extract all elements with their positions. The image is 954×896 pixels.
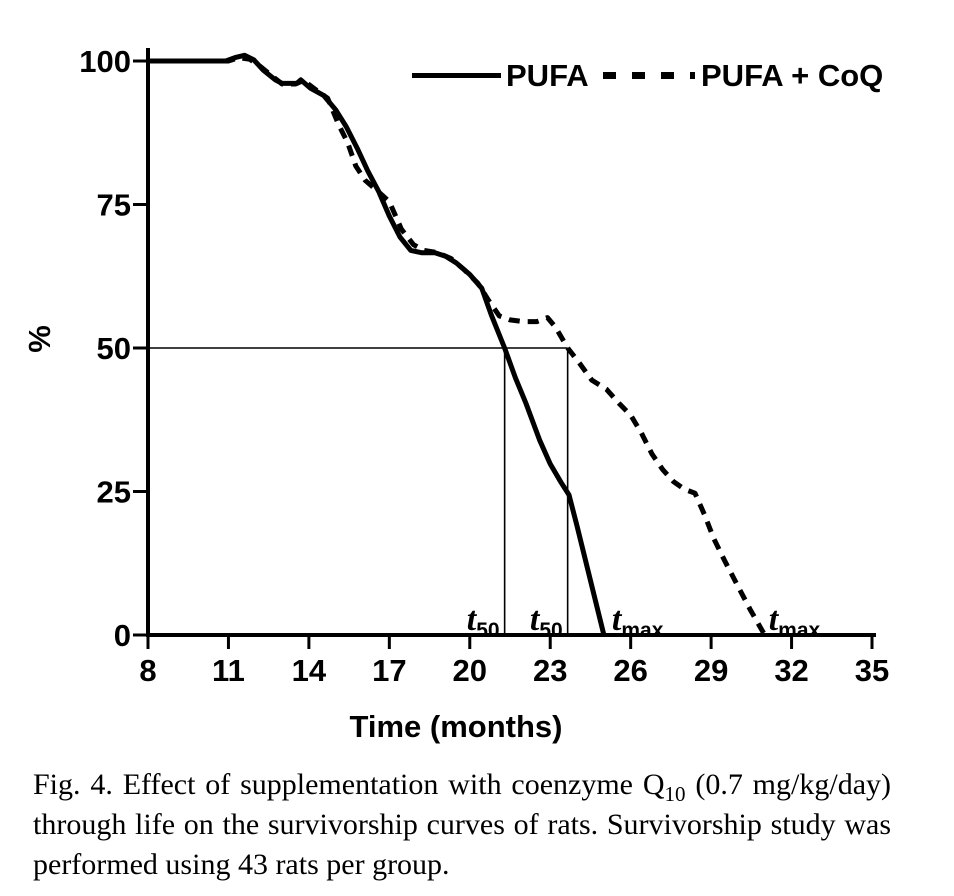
x-axis-title: Time (months) xyxy=(350,709,563,744)
annotation-t50-pufa: t50 xyxy=(467,601,500,642)
x-tick-label: 14 xyxy=(292,653,327,688)
y-tick-label: 25 xyxy=(97,475,131,510)
annotation-subscript-t50-pufa-coq: 50 xyxy=(539,619,562,642)
annotation-tmax-pufa-coq: tmax xyxy=(769,601,821,642)
x-tick-label: 11 xyxy=(212,653,245,688)
survivorship-chart: 8 11 14 17 20 23 26 29 32 35 0 25 50 75 100 Time (month… xyxy=(22,44,889,744)
legend-label-pufa-coq: PUFA + CoQ xyxy=(701,58,883,93)
y-axis-title: % xyxy=(22,325,57,353)
y-tick-label: 0 xyxy=(114,618,131,653)
caption-q10-subscript: 10 xyxy=(664,782,686,806)
annotation-tmax-pufa: tmax xyxy=(612,601,664,642)
annotation-main-tmax-pufa-coq: t xyxy=(769,601,780,638)
x-tick-label: 32 xyxy=(774,653,808,688)
figure-caption: Fig. 4. Effect of supplementation with c… xyxy=(33,765,891,885)
x-tick-label: 35 xyxy=(855,653,889,688)
caption-text-continued: (0.7 mg/kg/day) through life on the surv… xyxy=(33,768,891,881)
x-tick-label: 26 xyxy=(613,653,647,688)
series-pufa-curve xyxy=(148,52,607,636)
annotation-subscript-t50-pufa: 50 xyxy=(476,619,499,642)
x-tick-label: 23 xyxy=(533,653,567,688)
x-tick-label: 20 xyxy=(453,653,487,688)
annotation-main-t50-pufa: t xyxy=(467,601,478,638)
y-tick-label: 75 xyxy=(97,188,131,223)
annotation-main-tmax-pufa: t xyxy=(612,601,623,638)
series-pufa-coq-curve xyxy=(148,55,767,637)
caption-text: Fig. 4. Effect of supplementation with c… xyxy=(33,768,665,801)
annotation-main-t50-pufa-coq: t xyxy=(530,601,541,638)
annotation-subscript-tmax-pufa-coq: max xyxy=(778,619,820,642)
y-tick-label: 100 xyxy=(79,44,131,79)
annotation-subscript-tmax-pufa: max xyxy=(621,619,663,642)
x-tick-label: 17 xyxy=(372,653,406,688)
x-tick-label: 8 xyxy=(139,653,156,688)
x-tick-label: 29 xyxy=(694,653,728,688)
y-tick-label: 50 xyxy=(97,331,131,366)
legend-label-pufa: PUFA xyxy=(506,58,589,93)
annotation-t50-pufa-coq: t50 xyxy=(530,601,563,642)
